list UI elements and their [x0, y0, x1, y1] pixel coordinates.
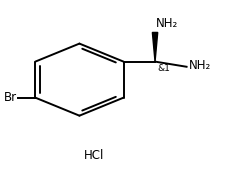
Text: NH₂: NH₂	[188, 59, 211, 72]
Polygon shape	[152, 33, 158, 62]
Text: HCl: HCl	[84, 149, 104, 162]
Text: NH₂: NH₂	[156, 17, 179, 30]
Text: &1: &1	[157, 64, 170, 73]
Text: Br: Br	[4, 91, 17, 104]
